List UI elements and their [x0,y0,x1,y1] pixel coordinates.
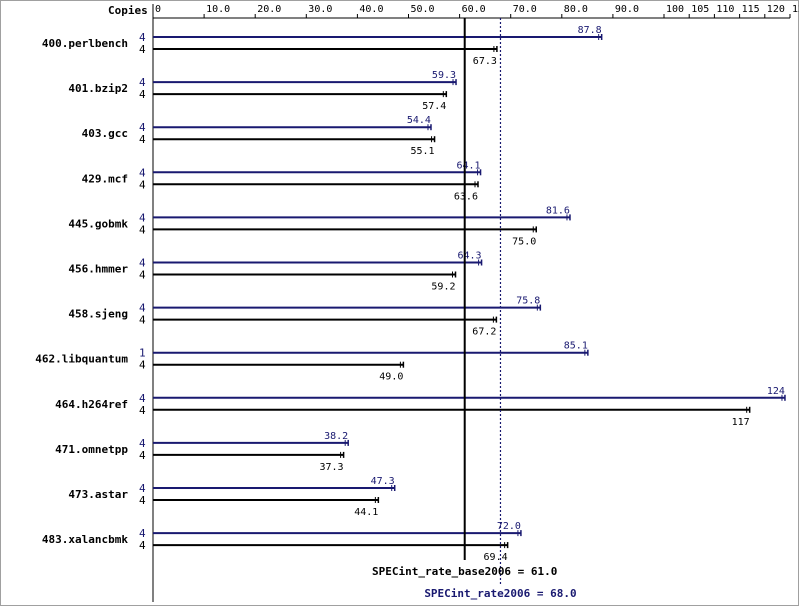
benchmark-row: 429.mcf 44 64.1 63.6 [82,160,482,202]
value-label-rate: 72.0 [497,521,521,532]
copies-base: 4 [139,449,146,462]
value-label-rate: 75.8 [516,296,540,307]
copies-base: 4 [139,404,146,417]
x-tick-label: 105 [691,4,709,15]
benchmark-row: 403.gcc 44 54.4 55.1 [82,115,436,157]
benchmark-row: 483.xalancbmk 44 72.0 69.4 [42,521,522,563]
benchmark-label: 445.gobmk [68,217,128,230]
benchmark-label: 483.xalancbmk [42,533,128,546]
benchmark-label: 458.sjeng [68,308,128,321]
copies-base: 4 [139,43,146,56]
x-tick-label: 20.0 [257,4,281,15]
x-tick-label: 0 [155,4,161,15]
value-label-base: 57.4 [422,101,446,112]
value-label-rate: 124 [767,386,785,397]
benchmark-row: 471.omnetpp 44 38.2 37.3 [55,431,349,473]
ref-label-rate: SPECint_rate2006 = 68.0 [424,587,576,600]
benchmark-row: 445.gobmk 44 81.6 75.0 [68,205,571,247]
copies-rate: 4 [139,257,146,270]
benchmark-row: 473.astar 44 47.3 44.1 [68,476,396,518]
x-tick-label: 10.0 [206,4,230,15]
x-axis-ticks: 0 10.0 20.0 30.0 40.0 50.0 60.0 70.0 80.0 90.0 100… [152,4,799,18]
copies-rate: 4 [139,166,146,179]
copies-rate: 4 [139,302,146,315]
copies-rate: 4 [139,121,146,134]
value-label-base: 63.6 [454,191,478,202]
benchmark-row: 400.perlbench 44 87.8 67.3 [42,25,603,67]
benchmark-label: 456.hmmer [68,263,128,276]
value-label-base: 117 [732,417,750,428]
copies-rate: 1 [139,347,146,360]
copies-base: 4 [139,223,146,236]
copies-base: 4 [139,314,146,327]
value-label-base: 75.0 [512,236,536,247]
x-tick-label: 60.0 [462,4,486,15]
benchmark-row: 464.h264ref 44 124 117 [55,386,786,428]
x-tick-label: 100 [666,4,684,15]
x-tick-label: 120 [767,4,785,15]
benchmark-row: 458.sjeng 44 75.8 67.2 [68,296,542,338]
ref-label-base: SPECint_rate_base2006 = 61.0 [372,565,557,578]
copies-header: Copies [108,4,148,17]
value-label-base: 67.3 [473,56,497,67]
benchmark-label: 429.mcf [82,172,128,185]
copies-base: 4 [139,359,146,372]
x-tick-label: 110 [716,4,734,15]
benchmark-label: 462.libquantum [35,353,128,366]
copies-rate: 4 [139,527,146,540]
x-tick-label: 90.0 [615,4,639,15]
value-label-rate: 87.8 [578,25,602,36]
value-label-rate: 59.3 [432,70,456,81]
benchmark-label: 403.gcc [82,127,128,140]
value-label-rate: 54.4 [407,115,431,126]
x-tick-label: 40.0 [359,4,383,15]
x-tick-label: 30.0 [308,4,332,15]
x-tick-label: 50.0 [411,4,435,15]
reference-lines: SPECint_rate_base2006 = 61.0 SPECint_rate… [372,18,577,600]
value-label-base: 37.3 [320,462,344,473]
benchmark-label: 471.omnetpp [55,443,128,456]
copies-base: 4 [139,539,146,552]
value-label-base: 69.4 [484,552,508,563]
value-label-base: 49.0 [379,372,403,383]
copies-rate: 4 [139,76,146,89]
copies-base: 4 [139,178,146,191]
x-tick-label: 80.0 [564,4,588,15]
copies-base: 4 [139,133,146,146]
copies-rate: 4 [139,482,146,495]
value-label-base: 67.2 [472,327,496,338]
value-label-rate: 85.1 [564,341,588,352]
copies-rate: 4 [139,392,146,405]
copies-base: 4 [139,269,146,282]
x-tick-label: 125 [792,4,799,15]
value-label-rate: 81.6 [546,205,570,216]
value-label-base: 55.1 [410,146,434,157]
benchmark-row: 456.hmmer 44 64.3 59.2 [68,251,483,293]
copies-base: 4 [139,494,146,507]
x-tick-label: 115 [742,4,760,15]
copies-rate: 4 [139,31,146,44]
value-label-base: 44.1 [354,507,378,518]
x-tick-label: 70.0 [513,4,537,15]
copies-rate: 4 [139,437,146,450]
benchmark-label: 464.h264ref [55,398,128,411]
value-label-rate: 38.2 [324,431,348,442]
value-label-rate: 64.1 [456,160,480,171]
benchmark-label: 400.perlbench [42,37,128,50]
benchmark-row: 401.bzip2 44 59.3 57.4 [68,70,457,112]
benchmark-label: 401.bzip2 [68,82,128,95]
benchmark-label: 473.astar [68,488,128,501]
copies-rate: 4 [139,211,146,224]
benchmark-row: 462.libquantum 14 85.1 49.0 [35,341,589,383]
value-label-base: 59.2 [431,282,455,293]
value-label-rate: 47.3 [371,476,395,487]
copies-base: 4 [139,88,146,101]
value-label-rate: 64.3 [457,251,481,262]
